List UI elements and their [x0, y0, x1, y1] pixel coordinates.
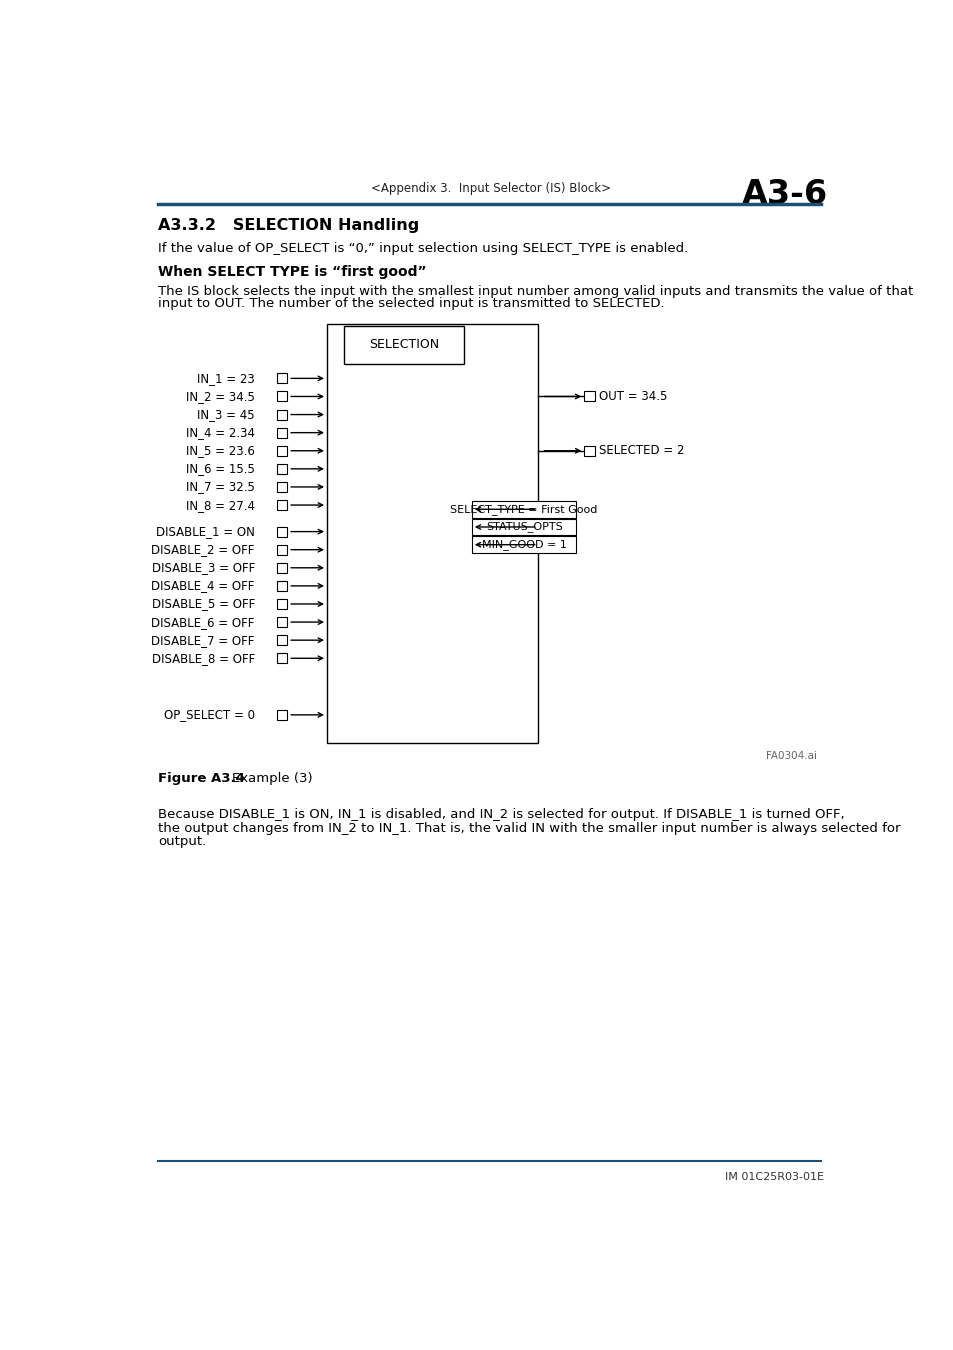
Bar: [276, 526, 287, 536]
Text: A3-6: A3-6: [741, 178, 827, 211]
Bar: [344, 325, 464, 363]
Text: DISABLE_2 = OFF: DISABLE_2 = OFF: [152, 543, 254, 556]
Bar: [276, 428, 287, 437]
Text: DISABLE_5 = OFF: DISABLE_5 = OFF: [152, 598, 254, 610]
Bar: [472, 518, 576, 536]
Bar: [276, 599, 287, 609]
Bar: [276, 374, 287, 383]
Bar: [276, 710, 287, 720]
Text: A3.3.2   SELECTION Handling: A3.3.2 SELECTION Handling: [158, 217, 418, 232]
Bar: [276, 580, 287, 591]
Text: Figure A3.4: Figure A3.4: [158, 771, 245, 784]
Text: IN_7 = 32.5: IN_7 = 32.5: [186, 481, 254, 494]
Text: FA0304.ai: FA0304.ai: [765, 752, 816, 761]
Text: IN_5 = 23.6: IN_5 = 23.6: [186, 444, 254, 458]
Text: DISABLE_4 = OFF: DISABLE_4 = OFF: [152, 579, 254, 593]
Text: IN_1 = 23: IN_1 = 23: [197, 371, 254, 385]
Bar: [276, 617, 287, 628]
Text: DISABLE_1 = ON: DISABLE_1 = ON: [156, 525, 254, 539]
Text: DISABLE_3 = OFF: DISABLE_3 = OFF: [152, 562, 254, 574]
Text: SELECTED = 2: SELECTED = 2: [598, 444, 683, 458]
Bar: [583, 446, 595, 456]
Text: MIN_GOOD = 1: MIN_GOOD = 1: [481, 539, 566, 551]
Bar: [276, 464, 287, 474]
Text: IM 01C25R03-01E: IM 01C25R03-01E: [724, 1172, 823, 1181]
Text: IN_6 = 15.5: IN_6 = 15.5: [186, 462, 254, 475]
Text: DISABLE_8 = OFF: DISABLE_8 = OFF: [152, 652, 254, 664]
Bar: [276, 409, 287, 420]
Bar: [276, 634, 287, 645]
Text: OUT = 34.5: OUT = 34.5: [598, 390, 667, 402]
Bar: [276, 653, 287, 663]
Bar: [276, 446, 287, 456]
Bar: [327, 324, 537, 744]
Bar: [276, 544, 287, 555]
Text: SELECTION: SELECTION: [369, 339, 438, 351]
Bar: [276, 563, 287, 572]
Text: IN_3 = 45: IN_3 = 45: [197, 408, 254, 421]
Text: STATUS_OPTS: STATUS_OPTS: [485, 521, 562, 532]
Text: <Appendix 3.  Input Selector (IS) Block>: <Appendix 3. Input Selector (IS) Block>: [371, 182, 611, 196]
Bar: [472, 501, 576, 518]
Text: input to OUT. The number of the selected input is transmitted to SELECTED.: input to OUT. The number of the selected…: [158, 297, 664, 310]
Bar: [583, 392, 595, 401]
Text: IN_8 = 27.4: IN_8 = 27.4: [186, 498, 254, 512]
Text: Because DISABLE_1 is ON, IN_1 is disabled, and IN_2 is selected for output. If D: Because DISABLE_1 is ON, IN_1 is disable…: [158, 809, 843, 821]
Bar: [276, 500, 287, 510]
Text: When SELECT TYPE is “first good”: When SELECT TYPE is “first good”: [158, 265, 426, 279]
Text: Example (3): Example (3): [214, 771, 312, 784]
Bar: [276, 392, 287, 401]
Text: SELECT_TYPE = First Good: SELECT_TYPE = First Good: [450, 504, 598, 514]
Text: DISABLE_7 = OFF: DISABLE_7 = OFF: [152, 633, 254, 647]
Bar: [472, 536, 576, 554]
Text: the output changes from IN_2 to IN_1. That is, the valid IN with the smaller inp: the output changes from IN_2 to IN_1. Th…: [158, 822, 900, 834]
Text: If the value of OP_SELECT is “0,” input selection using SELECT_TYPE is enabled.: If the value of OP_SELECT is “0,” input …: [158, 242, 687, 255]
Text: IN_2 = 34.5: IN_2 = 34.5: [186, 390, 254, 402]
Text: The IS block selects the input with the smallest input number among valid inputs: The IS block selects the input with the …: [158, 285, 912, 298]
Bar: [276, 482, 287, 491]
Text: DISABLE_6 = OFF: DISABLE_6 = OFF: [152, 616, 254, 629]
Text: OP_SELECT = 0: OP_SELECT = 0: [164, 709, 254, 721]
Text: output.: output.: [158, 834, 206, 848]
Text: IN_4 = 2.34: IN_4 = 2.34: [186, 427, 254, 439]
